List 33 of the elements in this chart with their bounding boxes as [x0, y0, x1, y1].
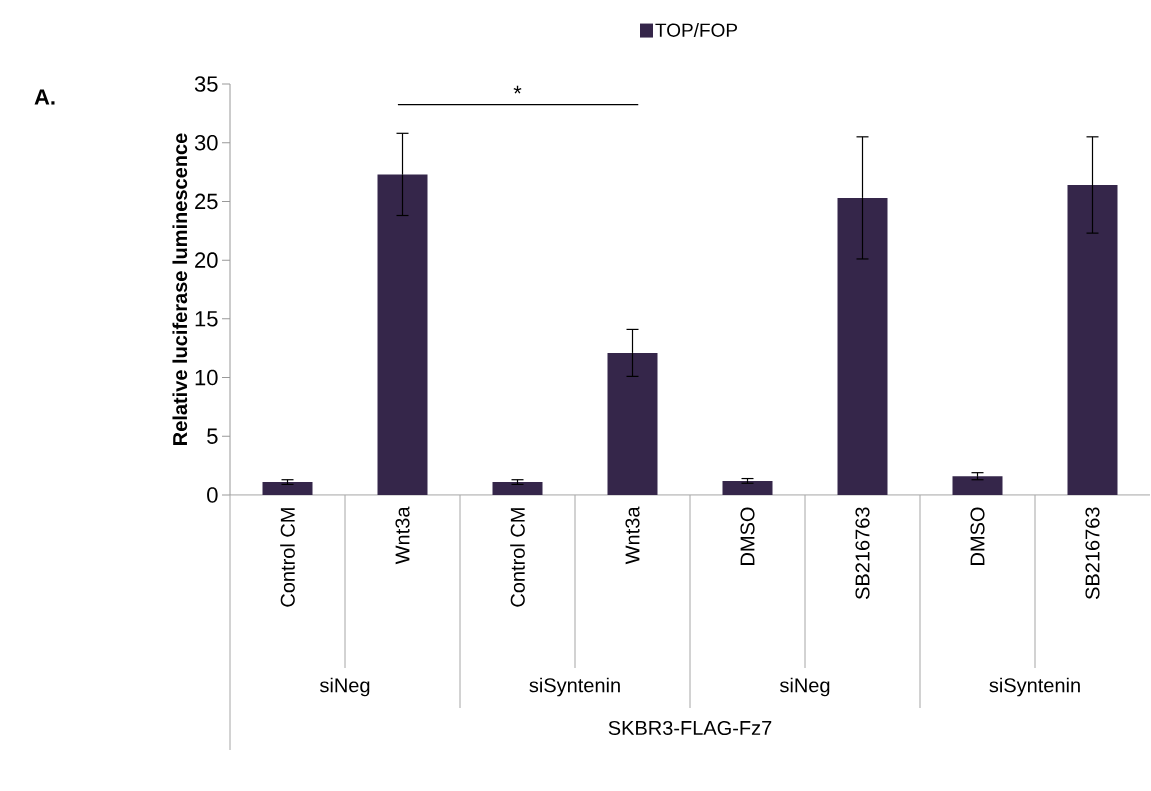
x-tick-label: Wnt3a	[395, 506, 410, 565]
y-tick-label: 25	[195, 193, 218, 210]
x-tick-label: SB216763	[855, 507, 870, 600]
bar	[837, 197, 888, 495]
x-tick-label: Control CM	[510, 508, 525, 607]
y-tick-label: 0	[207, 487, 218, 503]
annotation: *	[513, 85, 522, 94]
y-axis-title: Relative luciferase luminescence	[172, 133, 188, 445]
text: siSyntenin	[529, 677, 620, 697]
bar	[262, 482, 313, 495]
y-tick-label: 15	[195, 311, 218, 327]
bar	[377, 174, 428, 495]
text: A.	[34, 89, 55, 105]
y-tick-label: 5	[207, 428, 218, 444]
text: siNeg	[319, 677, 370, 697]
bar	[952, 476, 1003, 495]
bar	[1067, 184, 1118, 495]
bar	[722, 480, 773, 495]
y-tick-label: 20	[195, 252, 218, 268]
x-tick-label: Control CM	[280, 508, 295, 607]
x-tick-label: Wnt3a	[625, 506, 640, 565]
text: siSyntenin	[989, 677, 1080, 697]
y-tick-label: 35	[194, 76, 218, 92]
bar	[607, 352, 658, 495]
y-tick-label: 30	[194, 134, 218, 151]
text: siNeg	[779, 677, 830, 697]
bar	[492, 482, 543, 495]
text: SKBR3-FLAG-Fz7	[608, 720, 772, 736]
legend-label: TOP/FOP	[655, 22, 738, 37]
x-tick-label: DMSO	[970, 507, 985, 565]
x-tick-label: SB216763	[1085, 507, 1100, 600]
x-tick-label: DMSO	[740, 507, 755, 565]
y-tick-label: 10	[195, 369, 218, 386]
